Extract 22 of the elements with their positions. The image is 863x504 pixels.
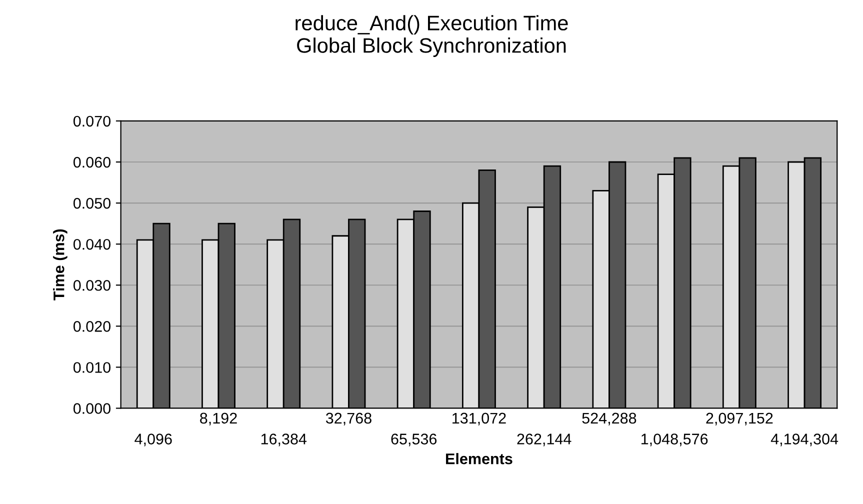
x-tick-label: 65,536 (391, 434, 437, 446)
y-tick-label: 0.030 (73, 280, 111, 291)
y-tick-label: 0.000 (73, 403, 111, 414)
x-tick-label: 131,072 (452, 412, 506, 426)
y-tick-label: 0.010 (73, 362, 111, 373)
y-axis-title: Time (ms) (53, 229, 68, 300)
x-tick-label: 8,192 (200, 412, 237, 426)
chart-title: reduce_And() Execution Time Global Block Synchronization (296, 15, 568, 57)
x-tick-label: 262,144 (517, 434, 572, 446)
x-tick-label: 1,048,576 (642, 434, 708, 446)
y-tick-label: 0.070 (73, 116, 111, 127)
x-tick-label: 4,194,304 (770, 434, 838, 446)
y-tick-label: 0.050 (73, 198, 111, 209)
y-tick-label: 0.020 (73, 321, 111, 332)
y-tick-label: 0.060 (73, 156, 111, 168)
x-tick-label: 2,097,152 (706, 412, 773, 426)
x-tick-label: 4,096 (134, 434, 172, 446)
x-tick-label: 16,384 (261, 434, 307, 446)
y-tick-label: 0.040 (73, 238, 111, 250)
x-tick-label: 32,768 (326, 412, 372, 426)
x-axis-title: Elements (446, 453, 512, 464)
x-tick-label: 524,288 (582, 412, 636, 426)
